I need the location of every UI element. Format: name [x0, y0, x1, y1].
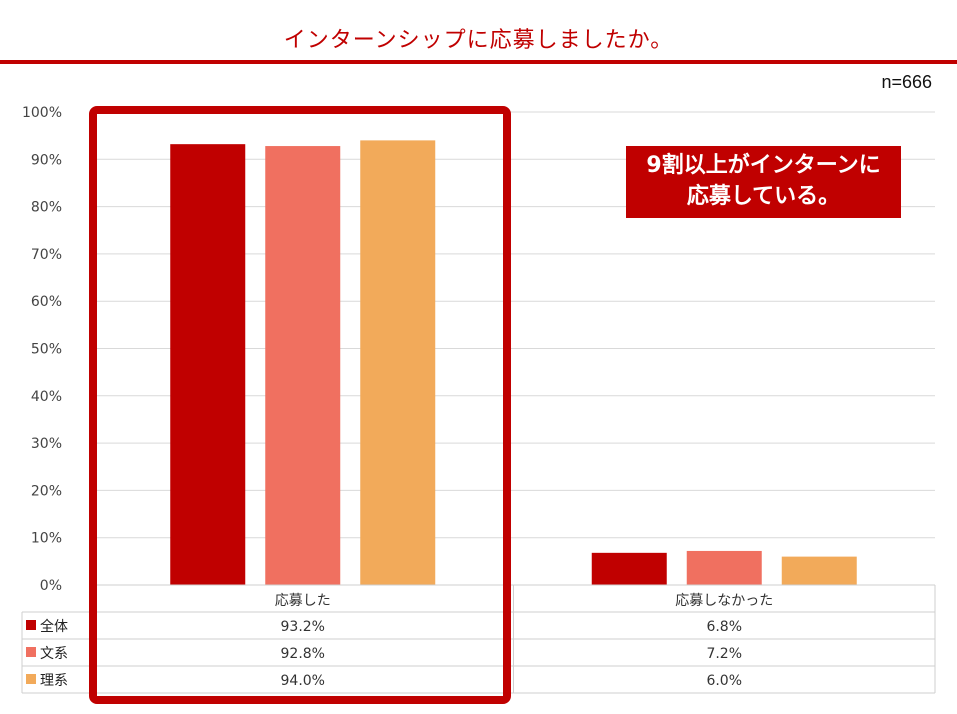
bar — [360, 140, 436, 585]
y-tick-label: 20% — [31, 483, 62, 499]
data-label: 6.8% — [706, 619, 742, 635]
bar — [265, 146, 341, 585]
y-tick-label: 70% — [31, 247, 62, 263]
category-label: 応募した — [275, 593, 331, 609]
y-tick-label: 50% — [31, 342, 62, 358]
bar — [686, 550, 762, 585]
data-label: 92.8% — [281, 646, 325, 662]
data-label: 94.0% — [281, 673, 325, 689]
y-tick-label: 40% — [31, 389, 62, 405]
callout-box: 9割以上がインターンに 応募している。 — [626, 146, 901, 218]
bar — [170, 144, 246, 585]
chart-title: インターンシップに応募しましたか。 — [283, 28, 674, 53]
data-label: 6.0% — [706, 673, 742, 689]
data-label: 7.2% — [706, 646, 742, 662]
data-label: 93.2% — [281, 619, 325, 635]
y-tick-label: 30% — [31, 436, 62, 452]
sample-size-label: n=666 — [881, 72, 932, 92]
y-tick-label: 90% — [31, 152, 62, 168]
legend-swatch — [26, 620, 36, 630]
category-label: 応募しなかった — [675, 593, 773, 609]
y-tick-label: 100% — [22, 105, 62, 121]
legend-label: 全体 — [40, 618, 68, 635]
y-tick-label: 60% — [31, 294, 62, 310]
legend-label: 文系 — [40, 646, 68, 662]
title-divider — [0, 60, 957, 64]
bar — [591, 552, 667, 585]
bar — [781, 556, 857, 585]
callout-line-1: 9割以上がインターンに — [646, 153, 881, 178]
callout-line-2: 応募している。 — [686, 184, 841, 209]
legend-swatch — [26, 674, 36, 684]
y-tick-label: 0% — [40, 578, 62, 594]
y-tick-label: 10% — [31, 531, 62, 547]
y-tick-label: 80% — [31, 200, 62, 216]
legend-label: 理系 — [40, 673, 68, 689]
legend-swatch — [26, 647, 36, 657]
